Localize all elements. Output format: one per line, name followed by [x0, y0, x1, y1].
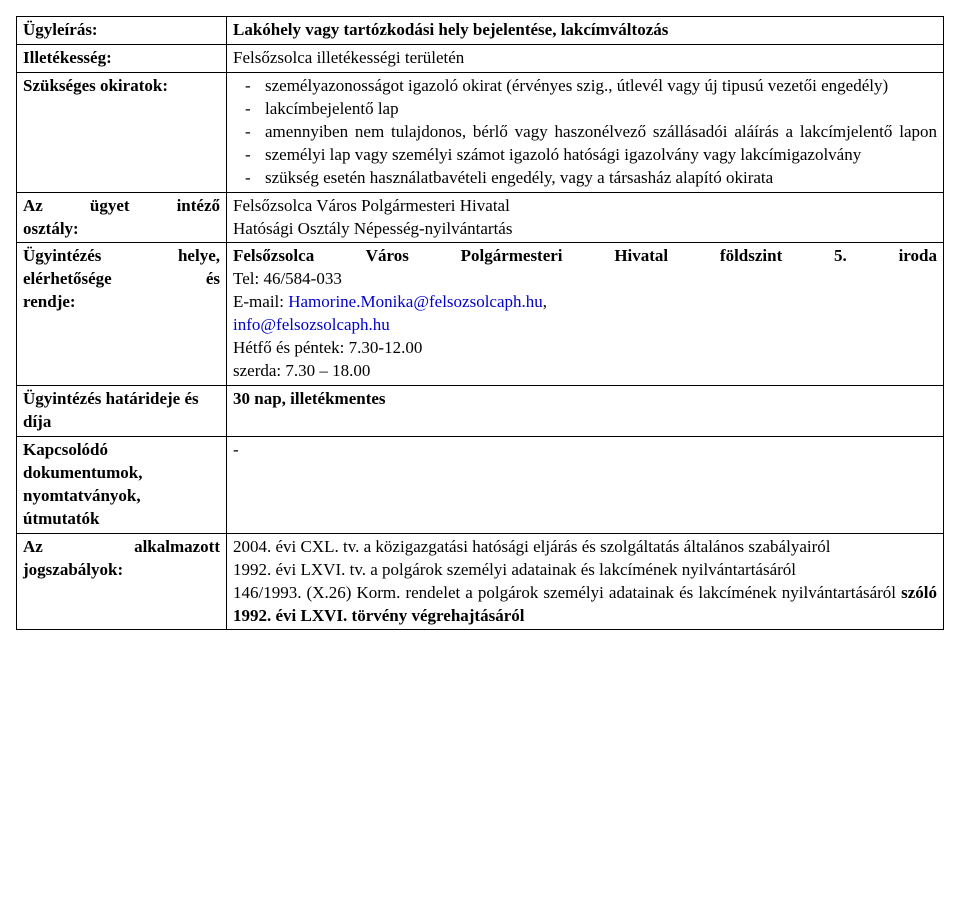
table-row: Ügyintézés helye, elérhetősége és rendje…	[17, 243, 944, 386]
row-label: Ügyintézés helye, elérhetősége és rendje…	[17, 243, 227, 386]
row-value: Felsőzsolca illetékességi területén	[227, 44, 944, 72]
phone-line: Tel: 46/584-033	[233, 268, 937, 291]
list-item: szükség esetén használatbavételi engedél…	[233, 167, 937, 190]
list-item: személyazonosságot igazoló okirat (érvén…	[233, 75, 937, 98]
row-value: 30 nap, illetékmentes	[227, 386, 944, 437]
row-label: Az alkalmazott jogszabályok:	[17, 533, 227, 630]
table-row: Ügyleírás: Lakóhely vagy tartózkodási he…	[17, 17, 944, 45]
document-list: személyazonosságot igazoló okirat (érvén…	[233, 75, 937, 190]
law-reference: 1992. évi LXVI. tv. a polgárok személyi …	[233, 559, 937, 582]
row-value: személyazonosságot igazoló okirat (érvén…	[227, 72, 944, 192]
address-line: Felsőzsolca Város Polgármesteri Hivatal …	[233, 245, 937, 268]
email-link[interactable]: info@felsozsolcaph.hu	[233, 315, 390, 334]
list-item: amennyiben nem tulajdonos, bérlő vagy ha…	[233, 121, 937, 144]
row-value: Lakóhely vagy tartózkodási hely bejelent…	[227, 17, 944, 45]
row-value: 2004. évi CXL. tv. a közigazgatási hatós…	[227, 533, 944, 630]
document-root: Ügyleírás: Lakóhely vagy tartózkodási he…	[16, 16, 944, 630]
row-label: Szükséges okiratok:	[17, 72, 227, 192]
hours-line: Hétfő és péntek: 7.30-12.00	[233, 337, 937, 360]
law-reference: 2004. évi CXL. tv. a közigazgatási hatós…	[233, 536, 937, 559]
table-row: Kapcsolódó dokumentumok, nyomtatványok, …	[17, 436, 944, 533]
email-link[interactable]: Hamorine.Monika@felsozsolcaph.hu	[288, 292, 543, 311]
office-name: Felsőzsolca Város Polgármesteri Hivatal	[233, 195, 937, 218]
table-row: Ügyintézés határideje és díja 30 nap, il…	[17, 386, 944, 437]
table-row: Az ügyet intéző osztály: Felsőzsolca Vár…	[17, 192, 944, 243]
list-item: személyi lap vagy személyi számot igazol…	[233, 144, 937, 167]
info-table: Ügyleírás: Lakóhely vagy tartózkodási he…	[16, 16, 944, 630]
law-reference: 146/1993. (X.26) Korm. rendelet a polgár…	[233, 582, 937, 628]
row-label: Kapcsolódó dokumentumok, nyomtatványok, …	[17, 436, 227, 533]
row-label: Az ügyet intéző osztály:	[17, 192, 227, 243]
row-value: Felsőzsolca Város Polgármesteri Hivatal …	[227, 243, 944, 386]
email-line: E-mail: Hamorine.Monika@felsozsolcaph.hu…	[233, 291, 937, 314]
table-row: Illetékesség: Felsőzsolca illetékességi …	[17, 44, 944, 72]
row-label: Ügyleírás:	[17, 17, 227, 45]
table-row: Az alkalmazott jogszabályok: 2004. évi C…	[17, 533, 944, 630]
table-row: Szükséges okiratok: személyazonosságot i…	[17, 72, 944, 192]
row-label: Ügyintézés határideje és díja	[17, 386, 227, 437]
row-value: -	[227, 436, 944, 533]
department-name: Hatósági Osztály Népesség-nyilvántartás	[233, 218, 937, 241]
list-item: lakcímbejelentő lap	[233, 98, 937, 121]
row-value: Felsőzsolca Város Polgármesteri Hivatal …	[227, 192, 944, 243]
email-line: info@felsozsolcaph.hu	[233, 314, 937, 337]
row-label: Illetékesség:	[17, 44, 227, 72]
hours-line: szerda: 7.30 – 18.00	[233, 360, 937, 383]
